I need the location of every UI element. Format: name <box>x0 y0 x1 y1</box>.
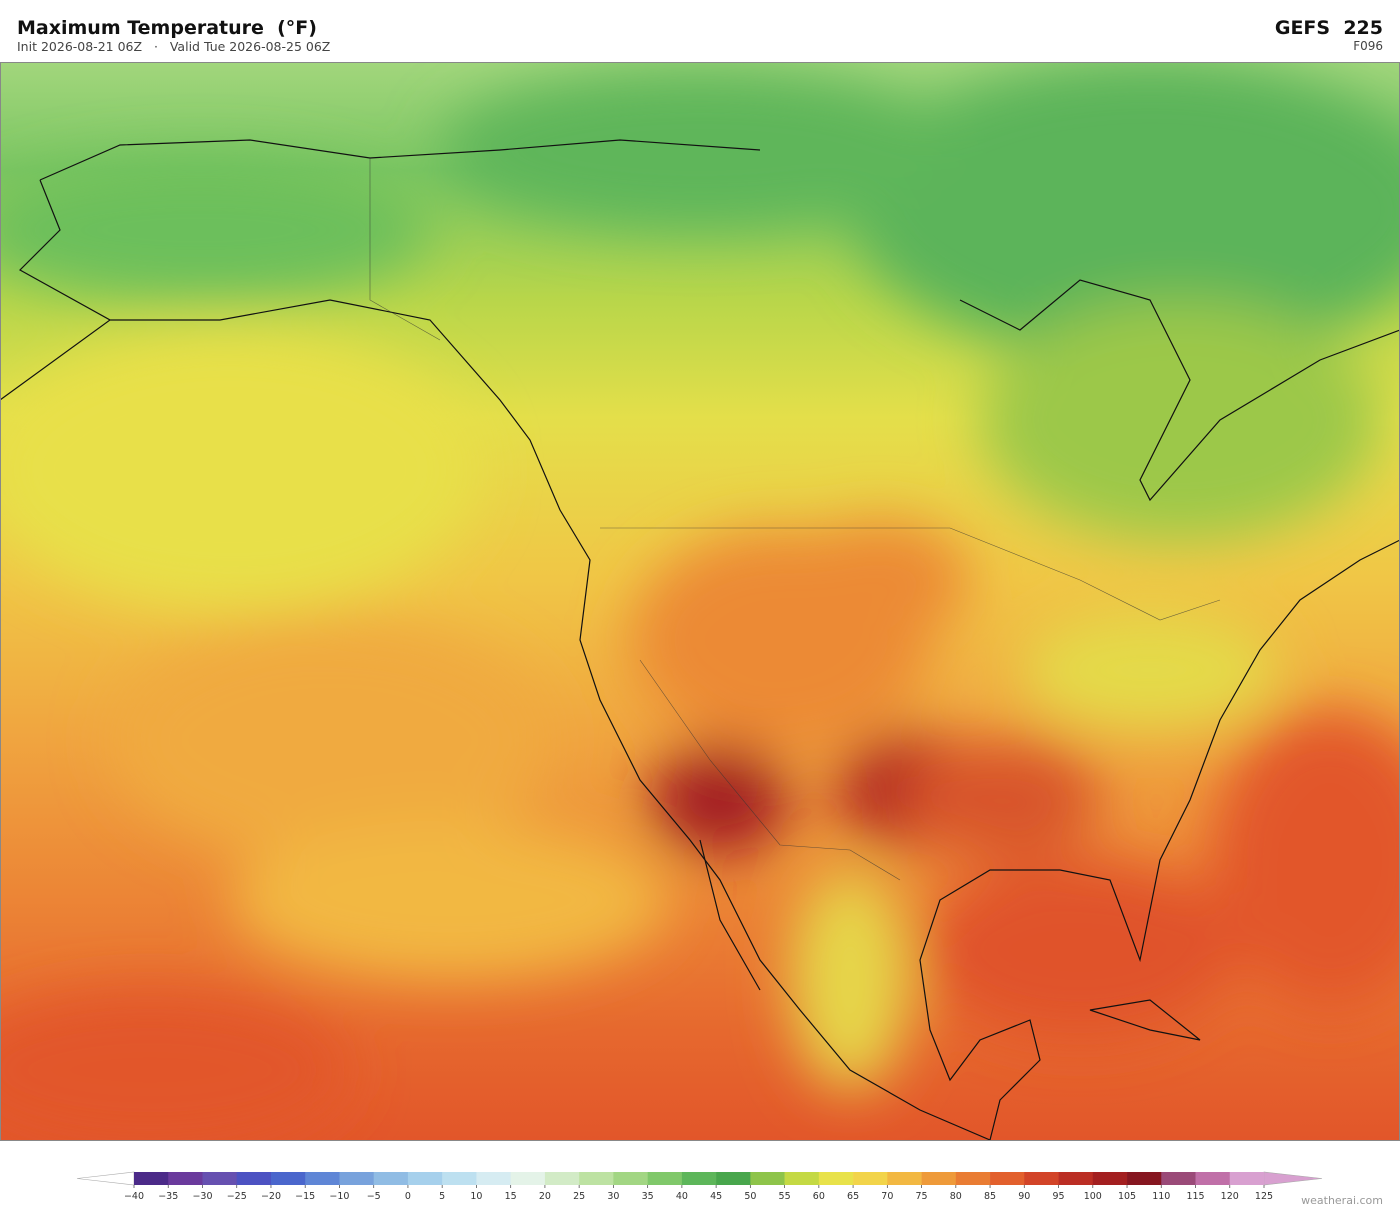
colorbar-bin <box>236 1172 272 1185</box>
colorbar-bin <box>818 1172 854 1185</box>
forecast-hour: F096 <box>1353 39 1383 53</box>
colorbar-tick-label: 5 <box>439 1191 445 1202</box>
colorbar-tick-label: 125 <box>1255 1191 1273 1202</box>
colorbar-bin <box>270 1172 306 1185</box>
colorbar-bin <box>1024 1172 1059 1185</box>
temperature-field <box>0 62 1400 1140</box>
colorbar-bin <box>373 1172 409 1185</box>
colorbar-bin <box>1195 1172 1231 1185</box>
colorbar-tick-label: 55 <box>779 1191 791 1202</box>
colorbar-tick-label: −40 <box>124 1191 144 1202</box>
colorbar-bin <box>510 1172 546 1185</box>
colorbar-bin <box>887 1172 922 1185</box>
colorbar-bin <box>955 1172 991 1185</box>
title: Maximum Temperature (°F) <box>17 17 317 39</box>
borders <box>369 158 1221 881</box>
colorbar-under <box>76 1171 135 1186</box>
colorbar-tick-label: −25 <box>227 1191 247 1202</box>
colorbar-tick-label: 120 <box>1221 1191 1239 1202</box>
colorbar-tick-label: 60 <box>813 1191 825 1202</box>
colorbar-tick-label: 40 <box>676 1191 688 1202</box>
colorbar-tick-label: 85 <box>984 1191 996 1202</box>
colorbar-tick-label: 65 <box>847 1191 859 1202</box>
colorbar-bin <box>339 1172 374 1185</box>
colorbar-tick-label: 50 <box>744 1191 756 1202</box>
colorbar-tick-label: 115 <box>1186 1191 1204 1202</box>
colorbar-bin <box>990 1172 1025 1185</box>
colorbar-tick-label: 45 <box>710 1191 722 1202</box>
colorbar-bin <box>442 1172 477 1185</box>
colorbar-bin <box>168 1172 203 1185</box>
colorbar-bin <box>579 1172 614 1185</box>
colorbar-tick-label: 70 <box>881 1191 893 1202</box>
subtitle: Init 2026-08-21 06Z · Valid Tue 2026-08-… <box>17 39 330 54</box>
colorbar-tick-label: 105 <box>1118 1191 1136 1202</box>
colorbar-bin <box>544 1172 580 1185</box>
colorbar-tick-label: 10 <box>470 1191 482 1202</box>
colorbar-bin <box>1092 1172 1128 1185</box>
colorbar-bin <box>1058 1172 1094 1185</box>
colorbar-tick-label: −35 <box>158 1191 178 1202</box>
colorbar-tick-label: 35 <box>642 1191 654 1202</box>
colorbar-over <box>1263 1171 1323 1186</box>
colorbar-tick-label: 0 <box>405 1191 411 1202</box>
colorbar-tick-label: 100 <box>1084 1191 1102 1202</box>
colorbar-bin <box>202 1172 238 1185</box>
colorbar-bin <box>921 1172 957 1185</box>
colorbar-tick-label: 110 <box>1152 1191 1170 1202</box>
colorbar-bin <box>853 1172 888 1185</box>
colorbar-bin <box>1229 1172 1265 1185</box>
colorbar-bin <box>305 1172 340 1185</box>
map <box>0 62 1400 1140</box>
colorbar-tick-label: −20 <box>261 1191 281 1202</box>
colorbar: −40 −35 −30 −25 −20 −15 −10 −5 0 5 10 15 20 25 30 35 40 4… <box>76 1171 1323 1202</box>
colorbar-bin <box>647 1172 683 1185</box>
colorbar-bin <box>750 1172 785 1185</box>
colorbar-tick-label: −5 <box>367 1191 381 1202</box>
colorbar-bin <box>407 1172 443 1185</box>
colorbar-tick-label: −10 <box>329 1191 349 1202</box>
colorbar-bin <box>1161 1172 1196 1185</box>
colorbar-bin <box>134 1172 169 1185</box>
colorbar-bin <box>613 1172 648 1185</box>
colorbar-tick-label: 30 <box>607 1191 619 1202</box>
colorbar-bin <box>1127 1172 1162 1185</box>
colorbar-tick-label: 95 <box>1052 1191 1064 1202</box>
watermark: weatherai.com <box>1301 1194 1383 1207</box>
colorbar-bin <box>476 1172 511 1185</box>
colorbar-tick-label: −15 <box>295 1191 315 1202</box>
colorbar-bin <box>716 1172 751 1185</box>
colorbar-tick-label: 80 <box>950 1191 962 1202</box>
colorbar-tick-label: 15 <box>505 1191 517 1202</box>
colorbar-tick-label: 90 <box>1018 1191 1030 1202</box>
colorbar-tick-label: 20 <box>539 1191 551 1202</box>
colorbar-bin <box>681 1172 717 1185</box>
model: GEFS 225 <box>1275 17 1383 39</box>
colorbar-bin <box>784 1172 820 1185</box>
colorbar-tick-label: 25 <box>573 1191 585 1202</box>
colorbar-tick-label: −30 <box>192 1191 212 1202</box>
colorbar-tick-label: 75 <box>916 1191 928 1202</box>
